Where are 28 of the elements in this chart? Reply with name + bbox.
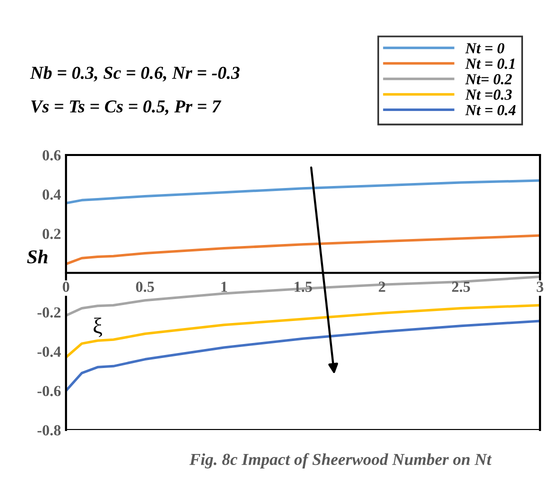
legend-label: Nt= 0.2: [465, 74, 512, 84]
line-series: [66, 304, 540, 359]
x-tick-label: 1.5: [294, 282, 312, 292]
x-tick-label: 3: [536, 282, 544, 292]
caption: Fig. 8c Impact of Sheerwood Number on Nt: [189, 453, 492, 468]
y-tick-label: -0.2: [38, 307, 60, 318]
x-tick-label: 1: [221, 282, 228, 292]
y-tick-label: 0.6: [42, 150, 61, 161]
legend-label: Nt =0.3: [465, 90, 512, 100]
x-tick-label: 0: [62, 282, 70, 292]
y-axis-title: Sh: [27, 250, 48, 264]
y-tick-label: 0.4: [42, 189, 61, 200]
y-tick-label: -0.8: [38, 425, 61, 436]
text: Vs = Ts = Cs = 0.5, Pr = 7: [31, 100, 222, 116]
x-tick-label: 2.5: [452, 282, 470, 292]
y-tick-label: -0.4: [38, 346, 61, 357]
x-tick-label: 2: [378, 282, 386, 292]
x-tick-label: 0.5: [136, 282, 154, 292]
line-series: [66, 234, 540, 266]
line-series: [66, 179, 540, 204]
text: Nb = 0.3, Sc = 0.6, Nr = -0.3: [30, 66, 240, 82]
y-tick-label: 0.2: [42, 228, 60, 240]
y-tick-label: -0.6: [38, 386, 61, 396]
legend-label: Nt = 0: [465, 43, 504, 54]
line-series: [66, 320, 540, 392]
legend-label: Nt = 0.1: [465, 58, 514, 69]
legend-label: Nt = 0.4: [465, 104, 516, 116]
x-axis-title: ξ: [94, 318, 102, 338]
